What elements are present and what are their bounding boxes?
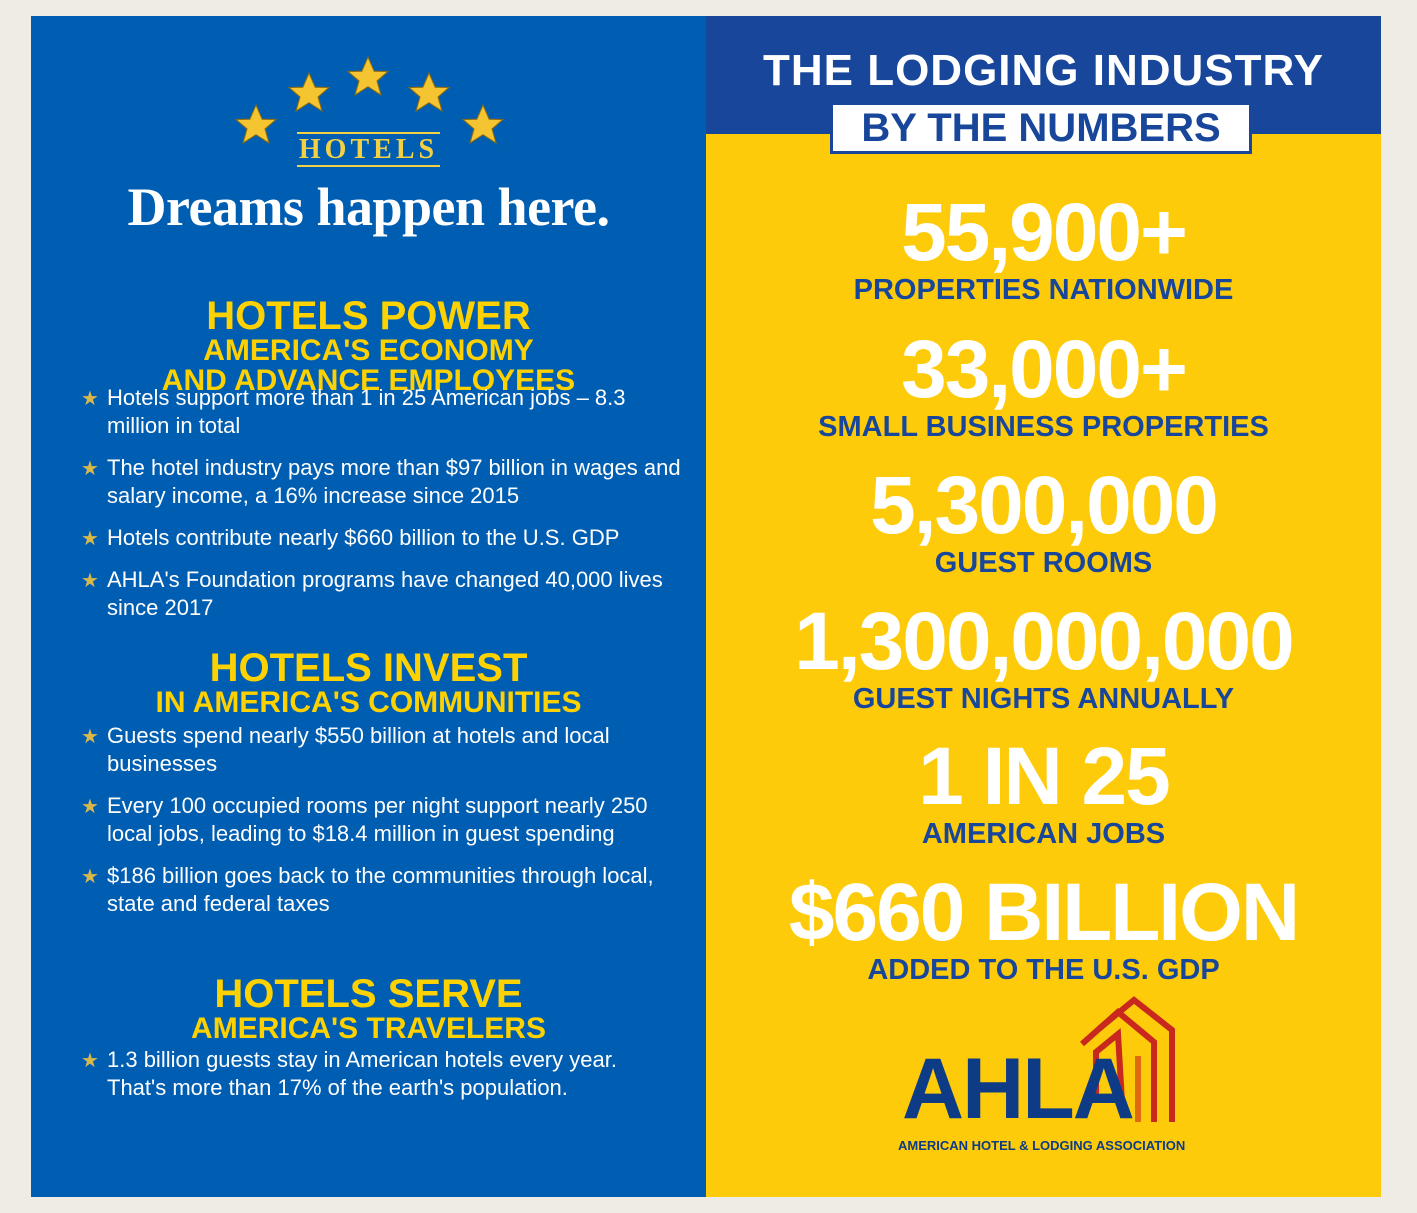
section-title-communities: HOTELS INVEST IN AMERICA'S COMMUNITIES (31, 648, 706, 718)
stat-label: ADDED TO THE U.S. GDP (867, 954, 1220, 986)
star-icon (288, 72, 330, 112)
stat-label: AMERICAN JOBS (921, 818, 1166, 850)
bullet-list-travelers: ★ 1.3 billion guests stay in American hot… (81, 1046, 681, 1116)
star-bullet-icon: ★ (81, 528, 99, 550)
star-icon (347, 56, 389, 96)
stat-number: 55,900+ (901, 187, 1188, 278)
stat-guest-rooms: 5,300,000 GUEST ROOMS (706, 465, 1381, 578)
infographic-card: HOTELS Dreams happen here. HOTELS POWER … (31, 16, 1381, 1197)
star-bullet-icon: ★ (81, 866, 99, 888)
star-icon (408, 72, 450, 112)
star-bullet-icon: ★ (81, 570, 99, 592)
banner-title: THE LODGING INDUSTRY (762, 46, 1325, 95)
stat-label: GUEST NIGHTS ANNUALLY (852, 683, 1235, 715)
section-subheading: AND ADVANCE EMPLOYEES (161, 364, 576, 397)
list-item: ★ AHLA's Foundation programs have changed… (81, 567, 663, 620)
roofline-icon (1080, 996, 1175, 1122)
stat-properties: 55,900+ PROPERTIES NATIONWIDE (706, 192, 1381, 305)
list-item: ★ $186 billion goes back to the communiti… (81, 863, 654, 916)
stat-number: 1,300,000,000 (794, 596, 1294, 687)
section-heading: HOTELS SERVE (214, 972, 523, 1016)
section-title-economy: HOTELS POWER AMERICA'S ECONOMY AND ADVAN… (31, 296, 706, 396)
stat-gdp: $660 BILLION ADDED TO THE U.S. GDP (706, 872, 1381, 985)
section-subheading: AMERICA'S TRAVELERS (191, 1012, 546, 1045)
star-bullet-icon: ★ (81, 388, 99, 410)
star-bullet-icon: ★ (81, 726, 99, 748)
section-subheading: AMERICA'S ECONOMY (203, 334, 534, 367)
stat-small-business: 33,000+ SMALL BUSINESS PROPERTIES (706, 329, 1381, 442)
stat-number: 1 IN 25 (918, 731, 1170, 822)
ahla-logo: AHLA AMERICAN HOTEL & LODGING ASSOCIATIO… (886, 982, 1216, 1162)
section-subheading: IN AMERICA'S COMMUNITIES (155, 686, 582, 719)
left-panel: HOTELS Dreams happen here. HOTELS POWER … (31, 16, 706, 1197)
ahla-logo-subtitle: AMERICAN HOTEL & LODGING ASSOCIATION (898, 1138, 1186, 1153)
list-item: ★ Every 100 occupied rooms per night supp… (81, 793, 648, 846)
stat-label: SMALL BUSINESS PROPERTIES (818, 411, 1269, 443)
section-title-travelers: HOTELS SERVE AMERICA'S TRAVELERS (31, 974, 706, 1044)
right-panel: THE LODGING INDUSTRY BY THE NUMBERS 55,9… (706, 16, 1381, 1197)
star-bullet-icon: ★ (81, 458, 99, 480)
hotels-logo-word: HOTELS (296, 132, 441, 167)
list-item: ★ 1.3 billion guests stay in American hot… (81, 1047, 617, 1100)
stat-american-jobs: 1 IN 25 AMERICAN JOBS (706, 736, 1381, 849)
star-bullet-icon: ★ (81, 796, 99, 818)
section-heading: HOTELS INVEST (209, 646, 528, 690)
stat-guest-nights: 1,300,000,000 GUEST NIGHTS ANNUALLY (706, 601, 1381, 714)
list-item: ★ The hotel industry pays more than $97 b… (81, 455, 681, 508)
list-item: ★ Hotels contribute nearly $660 billion t… (81, 524, 681, 552)
bullet-list-communities: ★ Guests spend nearly $550 billion at hot… (81, 722, 681, 932)
tagline: Dreams happen here. (127, 177, 610, 237)
stat-label: GUEST ROOMS (934, 547, 1153, 579)
list-item: ★ Guests spend nearly $550 billion at hot… (81, 723, 610, 776)
ahla-logo-word: AHLA (902, 1041, 1135, 1137)
banner-subtitle: BY THE NUMBERS (830, 102, 1252, 154)
list-item: ★ Hotels support more than 1 in 25 Americ… (81, 385, 626, 438)
section-heading: HOTELS POWER (206, 294, 531, 338)
stat-number: $660 BILLION (788, 867, 1300, 958)
stat-number: 33,000+ (901, 324, 1188, 415)
stat-label: PROPERTIES NATIONWIDE (853, 274, 1234, 306)
stat-number: 5,300,000 (870, 460, 1219, 551)
star-bullet-icon: ★ (81, 1050, 99, 1072)
bullet-list-economy: ★ Hotels support more than 1 in 25 Americ… (81, 384, 681, 636)
